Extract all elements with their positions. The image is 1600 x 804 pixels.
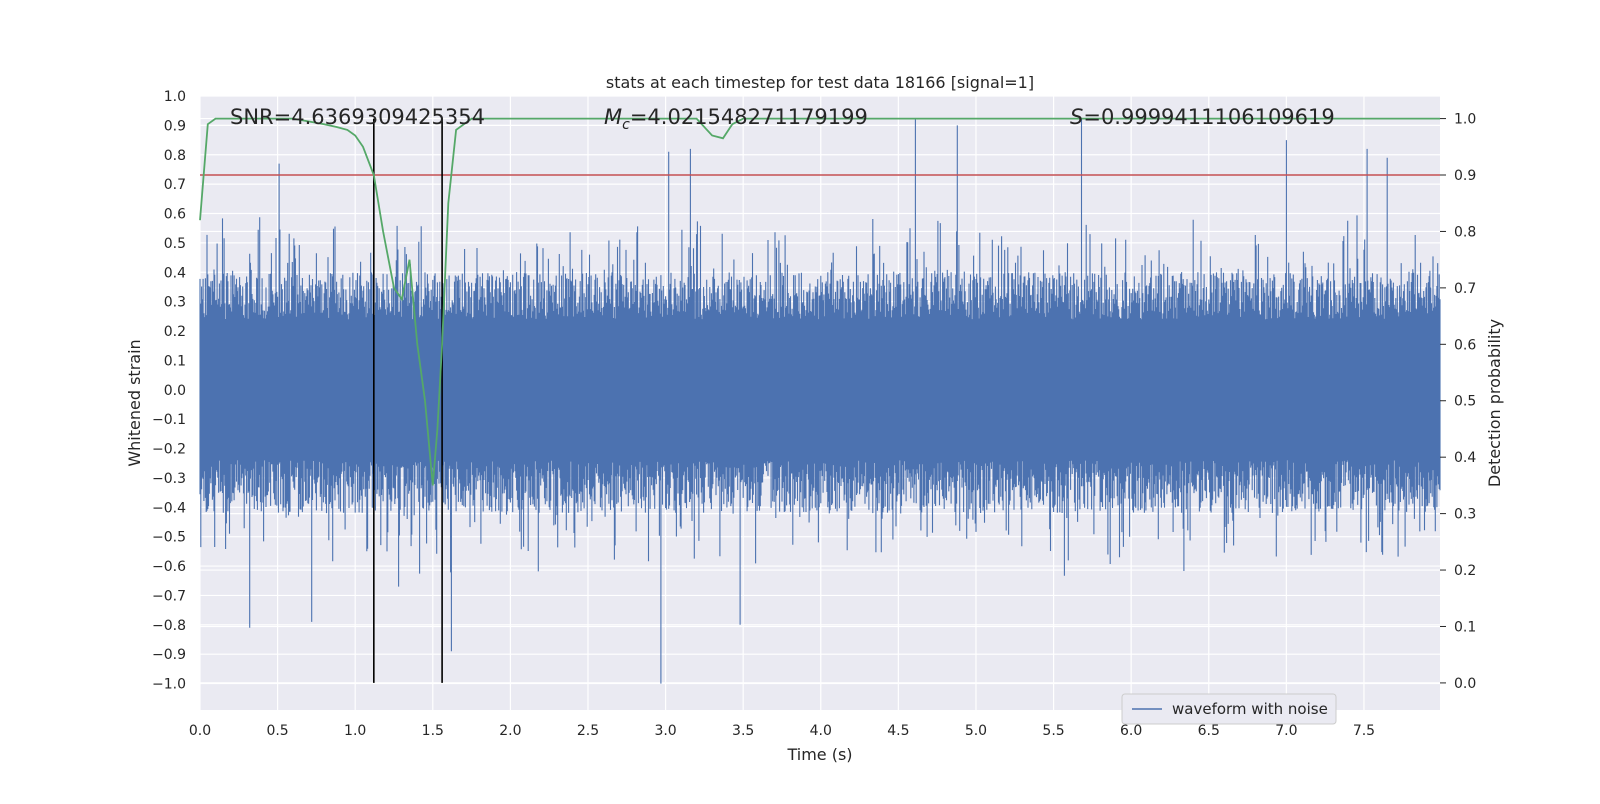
y-tick-label-8: −0.2 (152, 442, 186, 458)
chart-title: stats at each timestep for test data 181… (606, 73, 1034, 92)
legend-box (1121, 693, 1337, 725)
y-tick-label-0: −1.0 (152, 677, 186, 693)
y-tick-label-15: 0.5 (164, 236, 186, 252)
y-tick-label-9: −0.1 (152, 412, 186, 428)
y-tick-label-5: −0.5 (152, 530, 186, 546)
y2-tick-label-6: 0.6 (1454, 337, 1476, 353)
x-tick-label-9: 4.5 (887, 723, 909, 739)
y-tick-label-18: 0.8 (164, 148, 186, 164)
x-tick-label-11: 5.5 (1042, 723, 1064, 739)
x-tick-label-4: 2.0 (499, 723, 521, 739)
x-tick-label-3: 1.5 (422, 723, 444, 739)
legend: waveform with noise (1121, 693, 1337, 725)
x-tick-label-12: 6.0 (1120, 723, 1142, 739)
chirp-mass-value: =4.021548271179199 (630, 105, 868, 129)
y2-tick-label-0: 0.0 (1454, 676, 1476, 692)
x-tick-label-1: 0.5 (266, 723, 288, 739)
x-tick-label-8: 4.0 (810, 723, 832, 739)
chirp-mass-annotation: Mc=4.021548271179199 (604, 105, 868, 133)
y2-tick-label-8: 0.8 (1454, 224, 1476, 240)
x-tick-label-6: 3.0 (654, 723, 676, 739)
x-tick-label-15: 7.5 (1353, 723, 1375, 739)
overlays (200, 118, 1440, 683)
y2-tick-label-4: 0.4 (1454, 450, 1476, 466)
y2-tick-label-2: 0.2 (1454, 563, 1476, 579)
x-tick-label-10: 5.0 (965, 723, 987, 739)
y2-tick-label-9: 0.9 (1454, 168, 1476, 184)
x-tick-label-13: 6.5 (1198, 723, 1220, 739)
ticks: 0.0 0.5 1.0 1.5 2.0 2.5 3.0 3.5 4.0 4.5 5.0 5.5 6.0 6… (152, 89, 1476, 739)
y-tick-label-14: 0.4 (164, 265, 186, 281)
y2-tick-label-10: 1.0 (1454, 112, 1476, 128)
waveform-with-noise-line (199, 119, 1441, 684)
y-tick-label-3: −0.7 (152, 588, 186, 604)
y2-tick-label-3: 0.3 (1454, 507, 1476, 523)
y-tick-label-20: 1.0 (164, 89, 186, 105)
x-tick-label-5: 2.5 (577, 723, 599, 739)
y2-tick-label-7: 0.7 (1454, 281, 1476, 297)
legend-label: waveform with noise (1172, 700, 1328, 718)
x-tick-label-14: 7.0 (1275, 723, 1297, 739)
y-tick-label-4: −0.6 (152, 559, 186, 575)
s-symbol: S (1070, 105, 1083, 129)
y-tick-label-6: −0.4 (152, 500, 186, 516)
y-tick-label-7: −0.3 (152, 471, 186, 487)
y-tick-label-19: 0.9 (164, 118, 186, 134)
y-tick-label-13: 0.3 (164, 295, 186, 311)
x-tick-label-7: 3.5 (732, 723, 754, 739)
y-tick-label-10: 0.0 (164, 383, 186, 399)
x-tick-label-2: 1.0 (344, 723, 366, 739)
y-tick-label-17: 0.7 (164, 177, 186, 193)
y-axis-label: Whitened strain (125, 339, 144, 466)
y2-tick-label-1: 0.1 (1454, 619, 1476, 635)
s-annotation: S=0.9999411106109619 (1070, 105, 1335, 129)
snr-annotation: SNR=4.6369309425354 (230, 105, 485, 129)
y-tick-label-16: 0.6 (164, 207, 186, 223)
probability-series (199, 117, 1440, 486)
x-axis-label: Time (s) (786, 745, 852, 764)
y2-axis-label: Detection probability (1485, 319, 1504, 487)
x-tick-label-0: 0.0 (189, 723, 211, 739)
y-tick-label-12: 0.2 (164, 324, 186, 340)
s-value: =0.9999411106109619 (1083, 105, 1334, 129)
chirp-mass-subscript: c (622, 117, 630, 133)
y-tick-label-2: −0.8 (152, 618, 186, 634)
y2-tick-label-5: 0.5 (1454, 394, 1476, 410)
y-tick-label-1: −0.9 (152, 647, 186, 663)
chirp-mass-symbol: M (604, 105, 622, 129)
waveform-series (199, 119, 1441, 684)
detection-probability-line (199, 117, 1440, 486)
y-tick-label-11: 0.1 (164, 353, 186, 369)
